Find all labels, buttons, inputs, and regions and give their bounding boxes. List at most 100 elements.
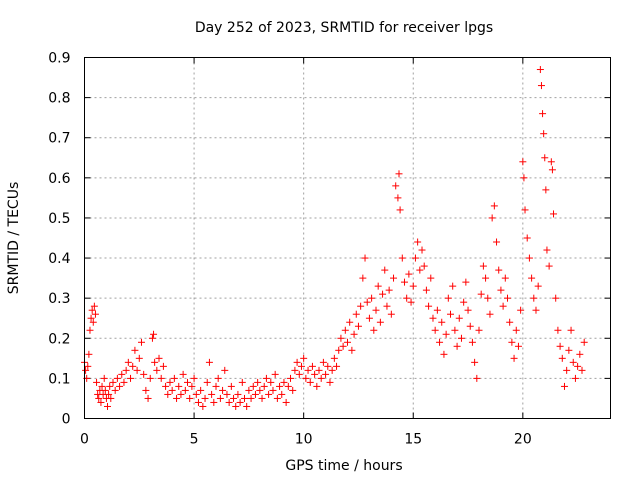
data-point (501, 274, 509, 282)
x-axis-label: GPS time / hours (285, 458, 402, 474)
data-point (554, 326, 562, 334)
data-point (333, 362, 341, 370)
data-point (238, 378, 246, 386)
data-point (357, 302, 365, 310)
data-point (124, 358, 132, 366)
data-point (486, 310, 494, 318)
data-point (304, 366, 312, 374)
data-point (113, 374, 121, 382)
data-point (530, 294, 538, 302)
data-point (98, 382, 106, 390)
y-axis-label: SRMTID / TECUs (6, 182, 22, 295)
y-tick-label: 0.7 (48, 131, 70, 147)
data-point (155, 354, 163, 362)
data-point (455, 314, 463, 322)
data-point (262, 374, 270, 382)
data-point (116, 382, 124, 390)
data-point (267, 378, 275, 386)
data-point (352, 310, 360, 318)
data-point (322, 370, 330, 378)
data-point (429, 314, 437, 322)
data-point (392, 182, 400, 190)
data-point (523, 234, 531, 242)
data-point (324, 362, 332, 370)
data-point (471, 358, 479, 366)
y-tick-label: 0.2 (48, 331, 70, 347)
data-point (177, 390, 185, 398)
data-point (146, 374, 154, 382)
data-point (420, 262, 428, 270)
data-point (541, 154, 549, 162)
data-point (89, 318, 97, 326)
data-point (348, 346, 356, 354)
data-point (251, 390, 259, 398)
data-point (173, 394, 181, 402)
data-point (431, 326, 439, 334)
data-point (442, 330, 450, 338)
data-point (532, 306, 540, 314)
data-point (95, 394, 103, 402)
data-point (106, 382, 114, 390)
data-point (506, 318, 514, 326)
data-point (271, 370, 279, 378)
data-point (159, 362, 167, 370)
data-point (497, 286, 505, 294)
data-points (81, 66, 588, 410)
data-point (300, 354, 308, 362)
data-point (175, 382, 183, 390)
data-point (151, 358, 159, 366)
data-point (556, 342, 564, 350)
data-point (567, 326, 575, 334)
data-point (168, 386, 176, 394)
data-point (558, 354, 566, 362)
data-point (508, 338, 516, 346)
data-point (269, 386, 277, 394)
data-point (210, 398, 218, 406)
data-point (536, 66, 544, 74)
data-point (135, 354, 143, 362)
data-point (383, 302, 391, 310)
data-point (528, 274, 536, 282)
data-point (381, 266, 389, 274)
data-point (240, 394, 248, 402)
data-point (395, 170, 403, 178)
data-point (545, 262, 553, 270)
data-point (85, 350, 93, 358)
data-point (291, 366, 299, 374)
data-point (199, 402, 207, 410)
data-point (361, 254, 369, 262)
data-point (276, 382, 284, 390)
data-point (457, 334, 465, 342)
data-point (453, 342, 461, 350)
data-point (374, 282, 382, 290)
data-point (359, 274, 367, 282)
data-point (444, 294, 452, 302)
data-point (150, 330, 158, 338)
plot-frame (84, 57, 611, 419)
data-point (232, 402, 240, 410)
data-point (205, 358, 213, 366)
data-point (131, 346, 139, 354)
data-point (436, 338, 444, 346)
data-point (540, 130, 548, 138)
data-point (379, 290, 387, 298)
data-point (440, 350, 448, 358)
data-point (387, 310, 395, 318)
y-tick-label: 0.8 (48, 91, 70, 107)
data-point (133, 366, 141, 374)
data-point (365, 314, 373, 322)
data-point (547, 158, 555, 166)
data-point (503, 294, 511, 302)
data-point (495, 266, 503, 274)
data-point (451, 326, 459, 334)
data-point (186, 394, 194, 402)
data-point (245, 386, 253, 394)
data-point (510, 354, 518, 362)
data-point (230, 394, 238, 402)
data-point (548, 166, 556, 174)
data-point (499, 302, 507, 310)
y-tick-label: 0.4 (48, 251, 70, 267)
data-point (254, 378, 262, 386)
y-tick-label: 0.1 (48, 371, 70, 387)
